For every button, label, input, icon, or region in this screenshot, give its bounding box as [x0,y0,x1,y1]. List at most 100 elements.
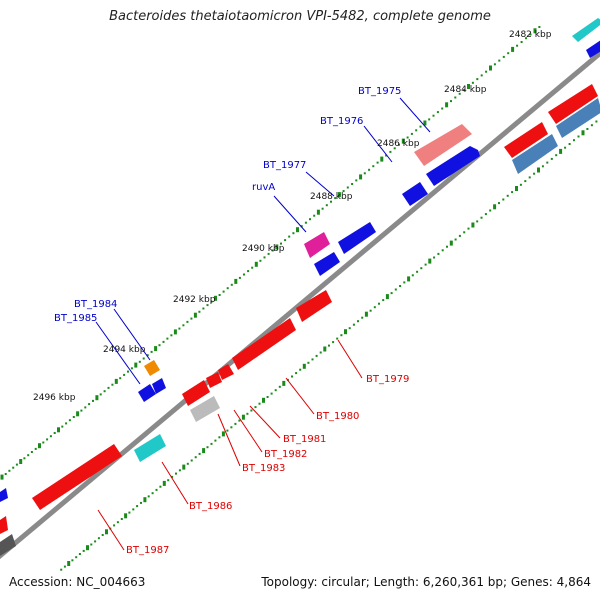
tick-dot [111,383,114,386]
tick-dot [463,231,466,234]
gene-feature[interactable] [0,516,8,534]
tick-dot [254,261,258,267]
tick-dot [359,174,363,180]
gene-label-bt1980[interactable]: BT_1980 [316,411,359,422]
tick-dot [202,307,205,310]
gene-feature[interactable] [304,232,330,258]
tick-dot [194,456,197,459]
tick-dot [458,234,461,237]
tick-dot [520,41,523,43]
tick-dot [124,513,128,519]
tick-dot [247,270,250,273]
tick-dot [218,436,221,439]
gene-feature[interactable] [206,372,222,388]
tick-dot [449,240,453,246]
gene-label-bt1979[interactable]: BT_1979 [366,374,409,385]
tick-dot [489,65,492,71]
tick-dot [230,426,233,429]
gene-feature[interactable] [232,318,296,370]
gene-feature[interactable] [512,134,558,174]
tick-dot [162,480,166,486]
tick-dot [34,447,37,450]
tick-dot [295,372,298,375]
tick-dot [259,259,262,262]
gene-label-bt1986[interactable]: BT_1986 [189,501,232,512]
tick-dot [406,136,409,139]
tick-dot [210,300,213,303]
tick-dot [519,183,522,186]
tick-dot [415,129,418,132]
gene-feature[interactable] [0,534,16,556]
gene-label-bt1987[interactable]: BT_1987 [126,545,169,556]
gene-feature[interactable] [504,122,548,158]
tick-dot [309,218,311,221]
tick-dot [411,274,414,277]
tick-dot [158,344,161,347]
gene-label-ruva[interactable]: ruvA [252,182,275,193]
gene-feature[interactable] [134,434,166,462]
tick-dot [90,543,93,546]
tick-dot [311,358,314,361]
tick-dot [410,132,413,135]
gene-label-bt1983[interactable]: BT_1983 [242,463,285,474]
tick-dot [581,130,585,136]
tick-dot [95,395,99,401]
gene-label-bt1984[interactable]: BT_1984 [74,299,117,310]
tick-dot [416,270,419,273]
gene-feature[interactable] [572,18,600,42]
gene-feature[interactable] [556,98,600,138]
gene-label-bt1977[interactable]: BT_1977 [263,160,306,171]
gene-feature[interactable] [144,360,160,376]
tick-dot [573,139,575,142]
tick-dot [159,485,162,488]
tick-dot [529,33,532,36]
tick-dot [234,422,237,425]
gene-feature[interactable] [152,378,166,394]
tick-dot [336,337,339,340]
tick-dot [316,209,320,215]
gene-feature[interactable] [190,396,220,422]
tick-dot [127,370,129,373]
tick-dot [263,256,266,259]
tick-dot [432,114,435,117]
gene-feature[interactable] [138,384,156,402]
gene-label-bt1981[interactable]: BT_1981 [283,434,326,445]
gene-feature[interactable] [32,444,122,510]
gene-feature[interactable] [0,488,8,502]
tick-dot [299,368,302,371]
tick-dot [202,448,206,454]
gene-feature[interactable] [218,364,234,380]
tick-dot [577,135,580,138]
gene-feature[interactable] [548,84,598,124]
leader-line [113,308,151,361]
tick-dot [241,414,245,420]
tick-dot [502,55,505,58]
tick-dot [120,518,123,520]
tick-dot [143,497,147,503]
tick-dot [476,220,479,223]
gene-label-bt1976[interactable]: BT_1976 [320,116,363,127]
gene-label-bt1985[interactable]: BT_1985 [54,313,97,324]
tick-dot [423,120,427,126]
tick-dot [489,209,492,212]
tick-dot [315,354,318,357]
tick-label: 2494 kbp [103,345,146,355]
gene-label-bt1982[interactable]: BT_1982 [264,449,307,460]
gene-feature[interactable] [402,182,428,206]
tick-dot [99,393,102,396]
gene-label-bt1975[interactable]: BT_1975 [358,86,401,97]
leader-line [161,461,189,505]
gene-feature[interactable] [182,380,210,406]
gene-feature[interactable] [414,124,472,166]
tick-dot [357,320,359,323]
tick-dot [166,337,169,340]
tick-dot [63,565,66,568]
gene-feature[interactable] [338,222,376,254]
gene-feature[interactable] [426,146,480,186]
tick-dot [564,146,567,149]
tick-label: 2492 kbp [173,295,216,305]
gene-feature[interactable] [586,38,600,58]
gene-feature[interactable] [296,290,332,322]
gene-feature[interactable] [314,252,340,276]
